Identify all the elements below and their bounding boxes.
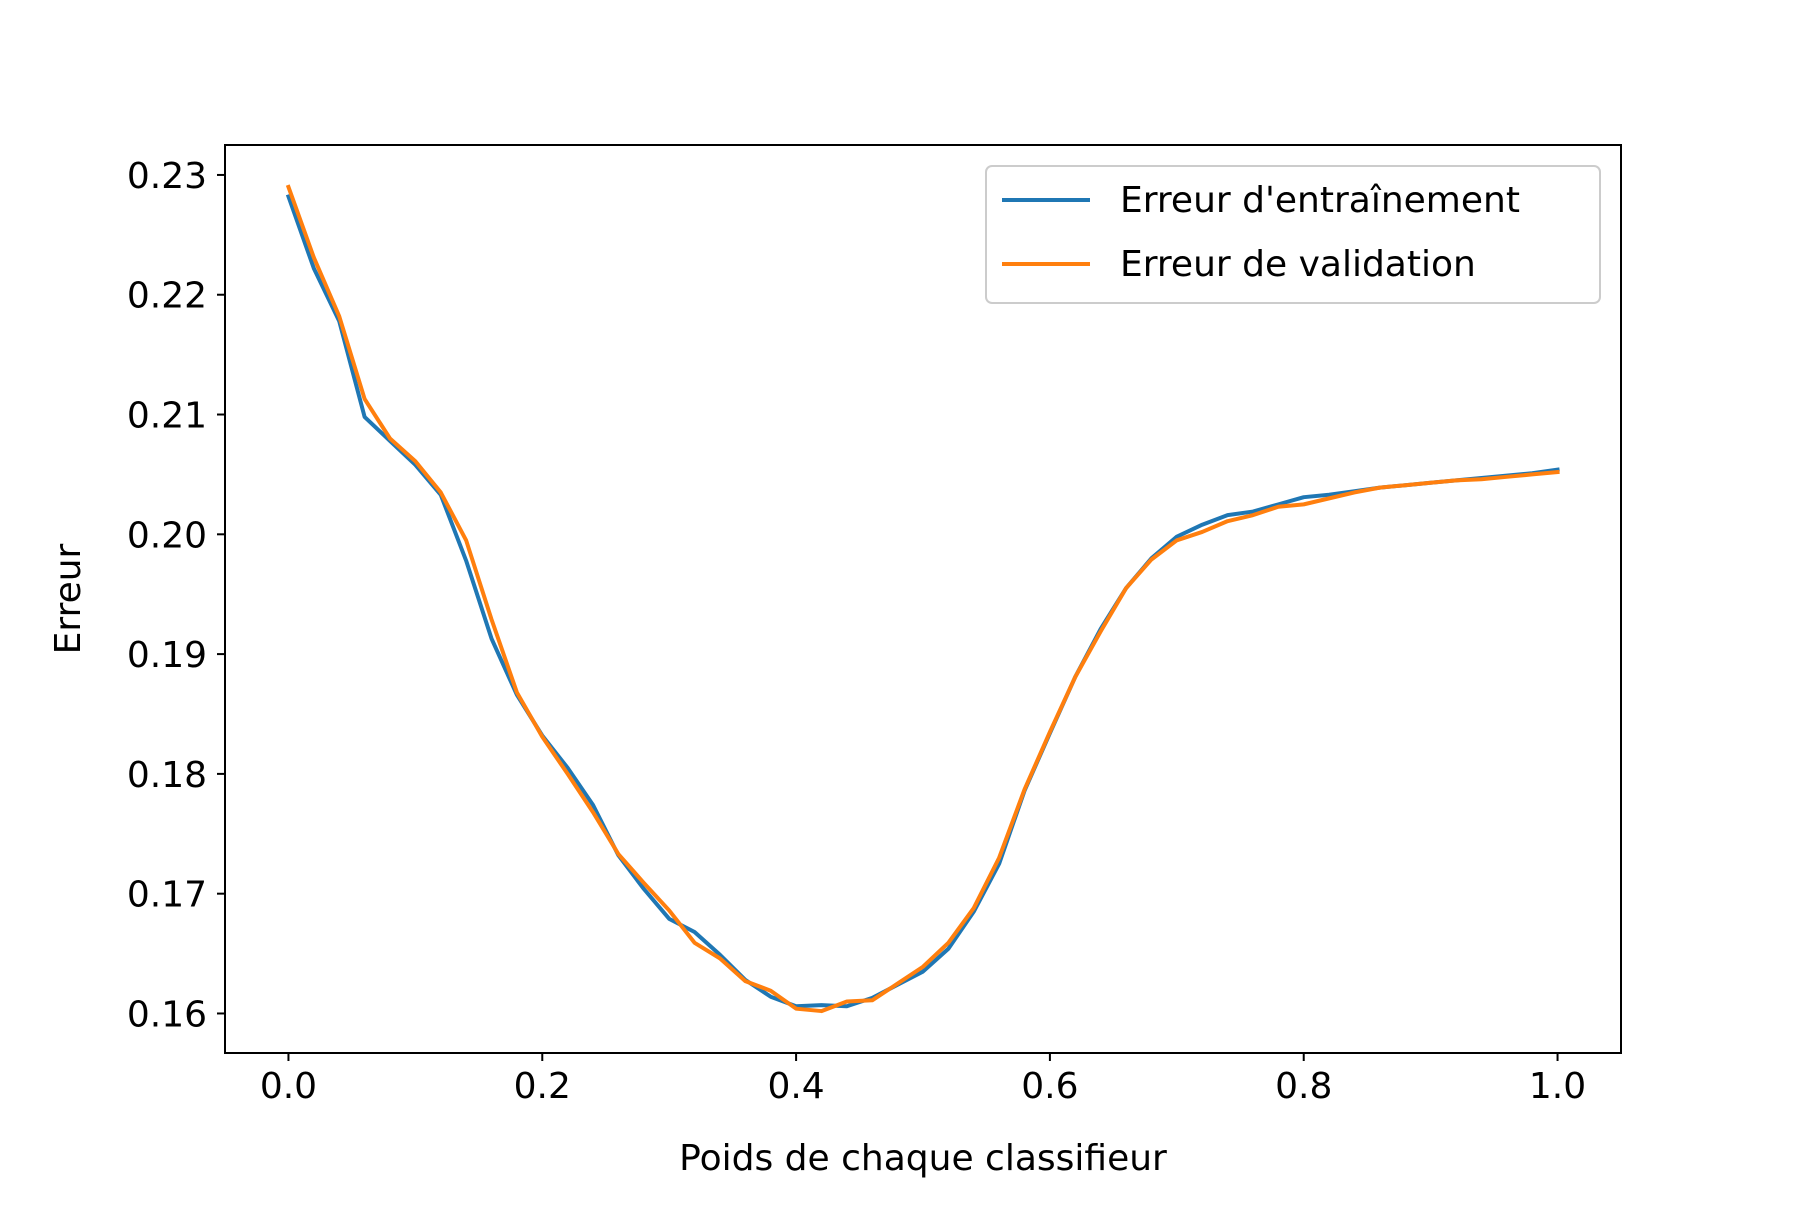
x-tick-label: 0.6	[1021, 1066, 1078, 1107]
y-tick-label: 0.22	[127, 276, 207, 317]
y-tick-label: 0.23	[127, 156, 207, 197]
x-axis-label: Poids de chaque classifieur	[679, 1138, 1167, 1179]
legend-label-validation: Erreur de validation	[1120, 244, 1476, 285]
plot-area-frame	[224, 144, 1622, 1054]
y-axis-label: Erreur	[48, 543, 89, 654]
x-tick-label: 0.2	[514, 1066, 571, 1107]
x-tick-label: 1.0	[1529, 1066, 1586, 1107]
legend: Erreur d'entraînement Erreur de validati…	[985, 165, 1601, 304]
y-tick-label: 0.20	[127, 515, 207, 556]
x-tick-label: 0.8	[1275, 1066, 1332, 1107]
series-line-validation	[285, 184, 1560, 1014]
x-tick-label: 0.4	[767, 1066, 824, 1107]
y-tick-label: 0.17	[127, 875, 207, 916]
y-tick-label: 0.18	[127, 755, 207, 796]
y-tick-label: 0.21	[127, 396, 207, 437]
legend-label-train: Erreur d'entraînement	[1120, 180, 1520, 221]
x-tick-label: 0.0	[260, 1066, 317, 1107]
y-tick-label: 0.16	[127, 994, 207, 1035]
y-axis-ticks: 0.16 0.17 0.18 0.19 0.20 0.21 0.22 0.23	[127, 156, 225, 1035]
legend-box	[985, 165, 1601, 304]
y-tick-label: 0.19	[127, 635, 207, 676]
x-axis-ticks: 0.0 0.2 0.4 0.6 0.8 1.0	[260, 1053, 1586, 1107]
series-lines	[285, 184, 1560, 1014]
